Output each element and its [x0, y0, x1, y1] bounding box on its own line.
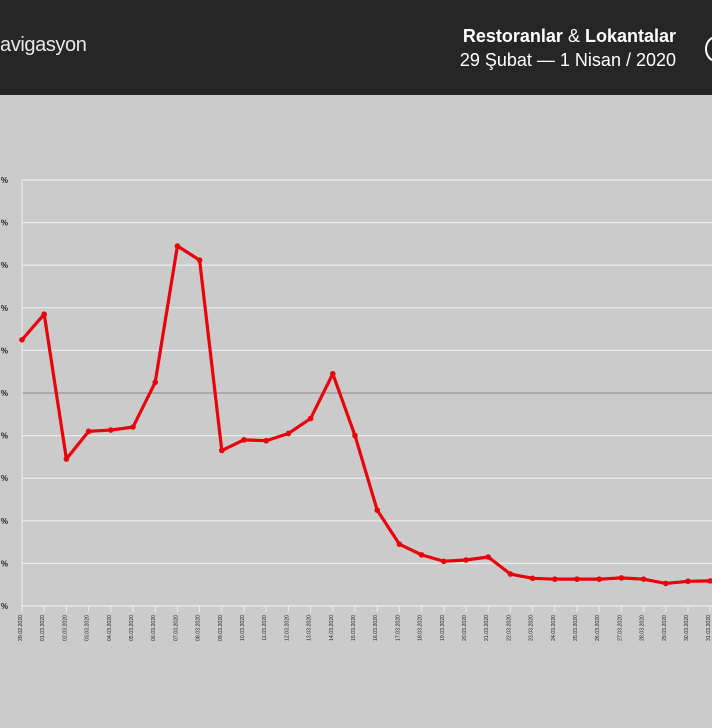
data-point — [285, 430, 292, 437]
data-point — [685, 578, 691, 585]
series-line — [20, 244, 712, 586]
x-tick-label: 10.03.2020 — [240, 615, 246, 641]
data-point — [241, 437, 247, 443]
y-tick-label: % — [1, 559, 8, 568]
title-part-2: Lokantalar — [584, 26, 676, 46]
data-point — [85, 428, 92, 435]
title-part-1: Restoranlar — [462, 26, 563, 46]
x-tick-label: 15.03.2020 — [351, 615, 357, 641]
y-tick-label: % — [1, 219, 8, 228]
y-tick-label: % — [1, 261, 8, 270]
data-point — [307, 415, 314, 422]
x-tick-label: 30.03.2020 — [684, 615, 690, 641]
data-point — [596, 576, 602, 582]
y-tick-label: % — [1, 346, 8, 355]
chart-title: Restoranlar & Lokantalar — [463, 26, 676, 47]
data-point — [130, 424, 136, 430]
x-tick-label: 04.03.2020 — [107, 615, 113, 641]
x-tick-label: 26.03.2020 — [595, 615, 601, 641]
x-tick-label: 09.03.2020 — [218, 615, 224, 641]
x-tick-label: 01.03.2020 — [40, 615, 46, 641]
data-point — [618, 575, 625, 581]
header-bar: avigasyon Restoranlar & Lokantalar 29 Şu… — [0, 0, 712, 95]
x-tick-label: 23.03.2020 — [529, 615, 535, 641]
x-tick-label: 31.03.2020 — [706, 615, 712, 641]
logo-icon — [705, 36, 712, 62]
y-tick-label: % — [1, 602, 8, 611]
data-point — [219, 447, 225, 454]
data-point — [396, 541, 403, 548]
x-tick-label: 22.03.2020 — [506, 615, 512, 641]
data-point — [574, 576, 580, 582]
y-tick-label: % — [1, 474, 8, 483]
y-tick-label: % — [1, 389, 8, 398]
y-tick-label: % — [1, 176, 8, 185]
data-point — [663, 580, 669, 587]
y-tick-label: % — [1, 517, 8, 526]
x-tick-label: 19.03.2020 — [440, 615, 446, 641]
x-tick-label: 12.03.2020 — [284, 615, 290, 641]
data-point — [19, 336, 25, 343]
x-tick-label: 24.03.2020 — [551, 615, 557, 641]
title-ampersand: & — [567, 26, 580, 46]
x-tick-label: 16.03.2020 — [373, 615, 379, 641]
data-point — [707, 578, 712, 584]
data-point — [552, 576, 558, 582]
data-point — [640, 576, 647, 582]
data-point — [441, 558, 447, 565]
x-tick-label: 29.02.2020 — [18, 615, 24, 641]
data-point — [374, 507, 381, 513]
data-point — [263, 437, 270, 444]
data-point — [485, 554, 492, 560]
data-point — [418, 552, 425, 558]
x-tick-label: 13.03.2020 — [307, 615, 313, 641]
x-tick-label: 27.03.2020 — [617, 615, 623, 641]
x-tick-label: 25.03.2020 — [573, 615, 579, 641]
x-tick-label: 29.03.2020 — [662, 615, 668, 641]
date-range: 29 Şubat — 1 Nisan / 2020 — [459, 50, 676, 70]
data-point — [529, 575, 536, 582]
y-tick-label: % — [1, 432, 8, 441]
x-tick-label: 02.03.2020 — [62, 615, 68, 641]
x-tick-label: 05.03.2020 — [129, 615, 135, 641]
data-point — [108, 427, 114, 433]
x-tick-label: 06.03.2020 — [151, 615, 157, 641]
data-point — [330, 371, 336, 377]
x-tick-label: 03.03.2020 — [85, 615, 91, 641]
x-tick-label: 20.03.2020 — [462, 615, 468, 641]
x-tick-label: 18.03.2020 — [418, 615, 424, 641]
data-point — [152, 379, 158, 386]
data-point — [63, 456, 70, 462]
y-tick-label: % — [1, 304, 8, 313]
x-tick-label: 28.03.2020 — [640, 615, 646, 641]
x-tick-label: 11.03.2020 — [262, 615, 268, 641]
data-point — [352, 432, 358, 439]
line-chart: %%%%%%%%%%% 29.02.2020 01.03.2020 02.03.202… — [1, 176, 712, 641]
data-point — [41, 311, 47, 317]
data-point — [463, 557, 469, 563]
x-tick-label: 07.03.2020 — [173, 615, 179, 641]
x-tick-label: 21.03.2020 — [484, 615, 490, 641]
brand-text: avigasyon — [0, 34, 87, 56]
chart-area: %%%%%%%%%%% 29.02.2020 01.03.2020 02.03.202… — [0, 95, 712, 728]
x-tick-label: 08.03.2020 — [196, 615, 202, 641]
x-tick-label: 14.03.2020 — [329, 615, 335, 641]
data-point — [196, 257, 203, 263]
data-point — [507, 571, 514, 577]
x-tick-label: 17.03.2020 — [395, 615, 401, 641]
data-point — [174, 243, 181, 249]
